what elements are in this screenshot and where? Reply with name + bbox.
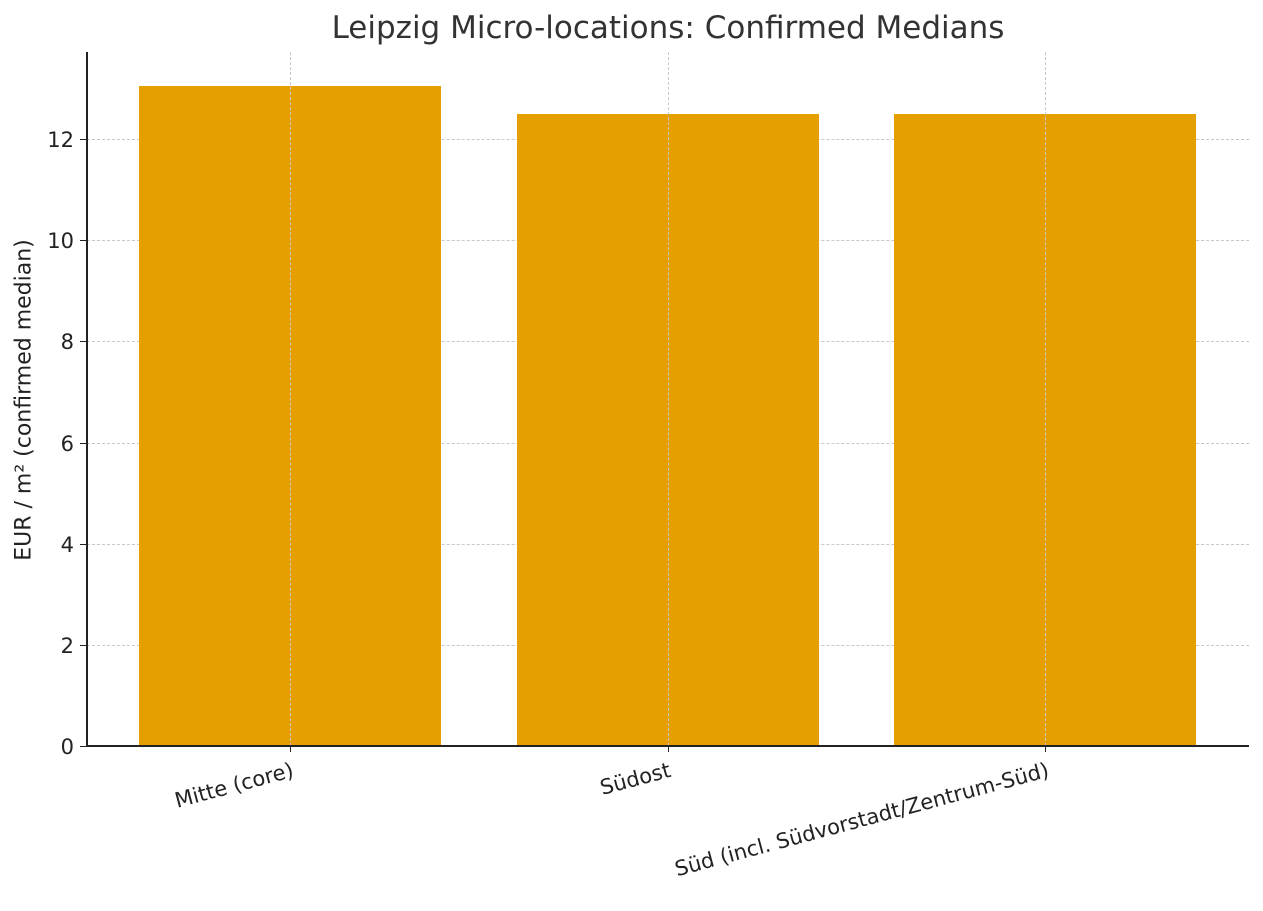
y-tick-mark	[80, 240, 86, 241]
x-tick-label: Mitte (core)	[172, 758, 297, 813]
chart-title: Leipzig Micro-locations: Confirmed Media…	[331, 10, 1005, 46]
y-axis-line	[86, 52, 88, 747]
gridline-x-2	[668, 52, 669, 746]
y-tick-mark	[80, 645, 86, 646]
y-tick-label: 8	[60, 330, 74, 354]
y-tick-mark	[80, 139, 86, 140]
y-tick-label: 12	[47, 128, 74, 152]
y-tick-mark	[80, 443, 86, 444]
y-tick-mark	[80, 341, 86, 342]
y-tick-label: 4	[60, 533, 74, 557]
x-tick-mark	[1045, 746, 1046, 752]
y-tick-label: 2	[60, 634, 74, 658]
y-tick-label: 0	[60, 735, 74, 759]
y-tick-mark	[80, 746, 86, 747]
y-tick-label: 6	[60, 432, 74, 456]
x-tick-label: Süd (incl. Südvorstadt/Zentrum-Süd)	[671, 758, 1052, 882]
gridline-x-1	[290, 52, 291, 746]
x-tick-mark	[290, 746, 291, 752]
x-axis-line	[86, 745, 1249, 747]
x-tick-label: Südost	[597, 758, 674, 800]
y-tick-mark	[80, 544, 86, 545]
x-tick-mark	[668, 746, 669, 752]
y-axis-label: EUR / m² (confirmed median)	[11, 239, 37, 561]
y-tick-label: 10	[47, 229, 74, 253]
gridline-x-3	[1045, 52, 1046, 746]
